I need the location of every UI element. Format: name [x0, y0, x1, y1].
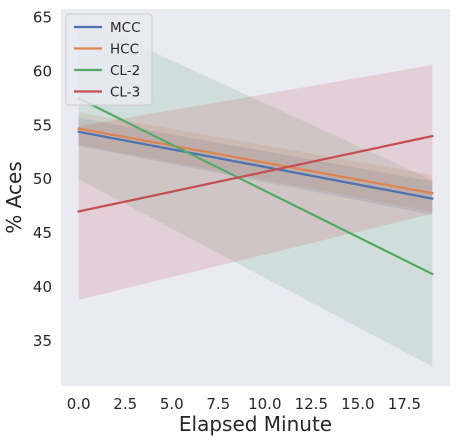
x-tick-label: 2.5 — [113, 395, 137, 413]
series-line-cl-2 — [77, 96, 434, 276]
x-tick-label: 7.5 — [206, 395, 230, 413]
y-axis-ticks: 35 40 45 50 55 60 65 — [33, 9, 52, 350]
series-line-hcc — [77, 127, 434, 195]
x-tick-label: 15.0 — [341, 395, 374, 413]
y-tick-label: 65 — [33, 9, 52, 27]
x-tick-label: 10.0 — [248, 395, 281, 413]
series-lines — [77, 96, 434, 276]
legend-label-cl-2: CL-2 — [110, 63, 140, 79]
x-tick-label: 12.5 — [295, 395, 328, 413]
y-tick-label: 40 — [33, 278, 52, 296]
legend-label-cl-3: CL-3 — [110, 85, 140, 101]
series-line-cl-3 — [77, 134, 434, 213]
legend-box — [65, 13, 153, 106]
ci-band-cl-3 — [78, 65, 433, 300]
y-tick-label: 55 — [33, 116, 52, 134]
legend-label-mcc: MCC — [110, 20, 141, 36]
x-axis-label: Elapsed Minute — [179, 412, 332, 436]
series-line-mcc — [77, 130, 434, 200]
y-tick-label: 45 — [33, 224, 52, 242]
legend-label-hcc: HCC — [110, 42, 139, 58]
x-axis-ticks: 0.0 2.5 5.0 7.5 10.0 12.5 15.0 17.5 — [67, 395, 421, 413]
y-tick-label: 50 — [33, 170, 52, 188]
y-axis-label: % Aces — [2, 161, 26, 233]
x-tick-label: 5.0 — [160, 395, 184, 413]
ci-band-cl-2 — [78, 17, 433, 367]
y-tick-label: 35 — [33, 332, 52, 350]
x-tick-label: 17.5 — [388, 395, 421, 413]
legend: MCC HCC CL-2 CL-3 — [65, 13, 153, 106]
x-tick-label: 0.0 — [67, 395, 91, 413]
y-tick-label: 60 — [33, 62, 52, 80]
